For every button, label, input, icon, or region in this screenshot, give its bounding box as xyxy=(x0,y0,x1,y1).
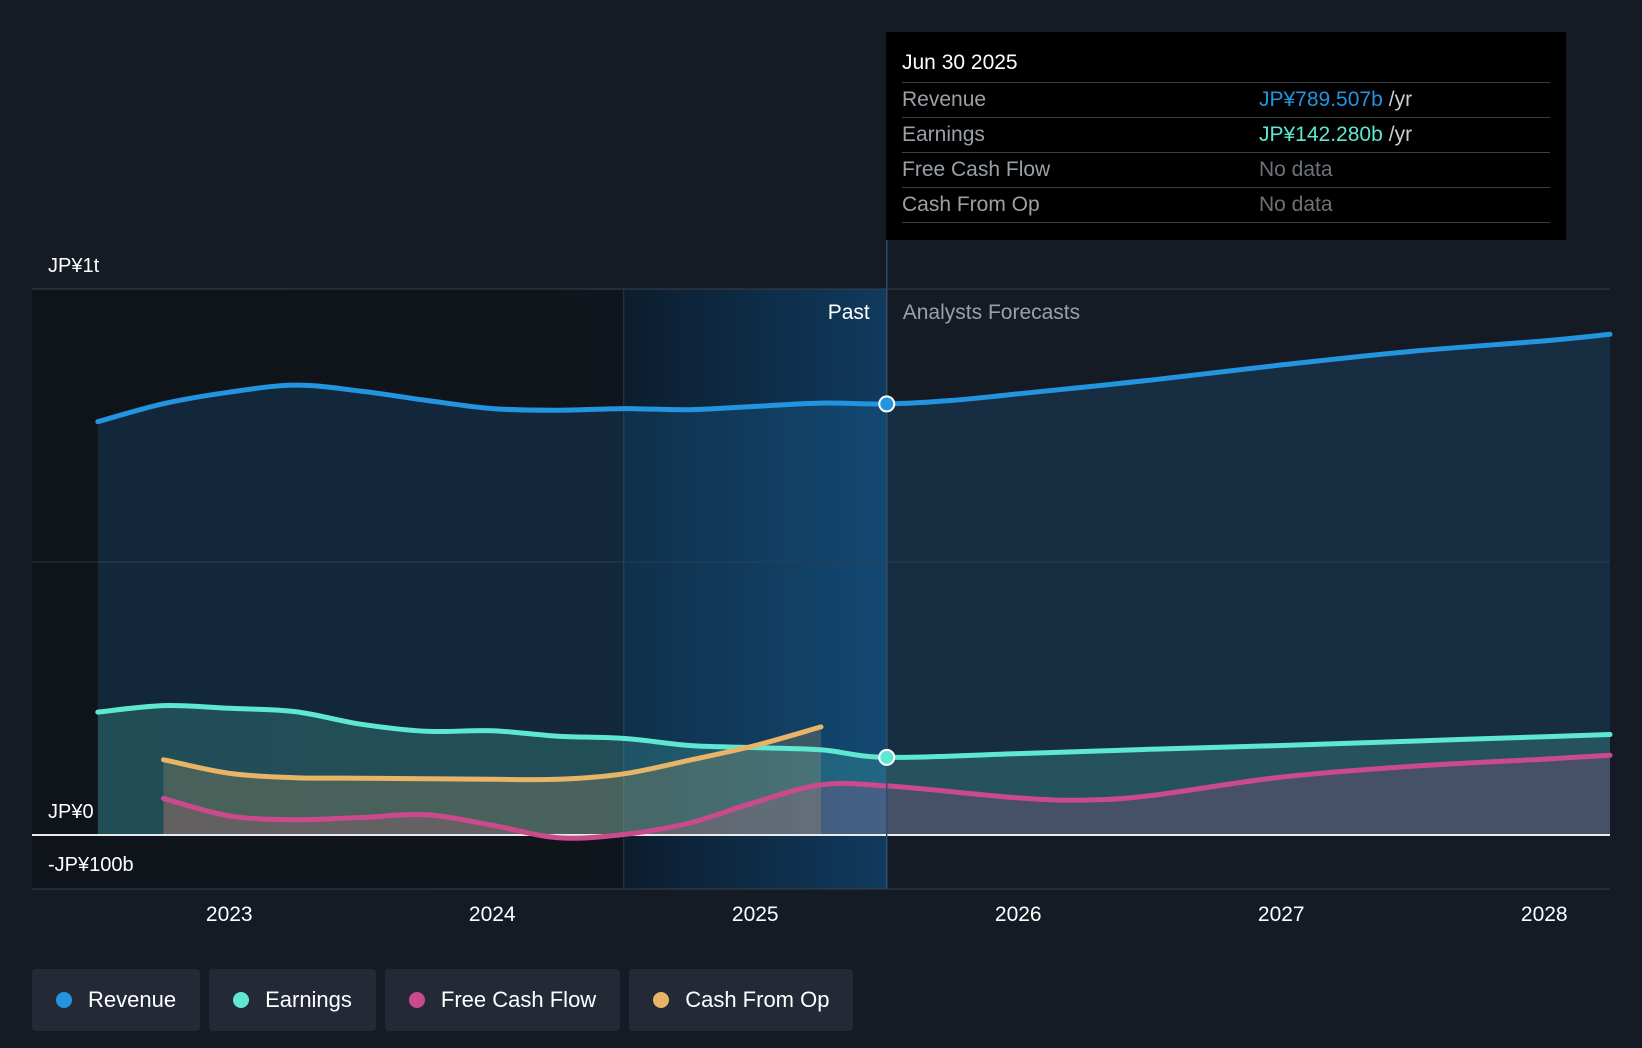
y-axis-label: JP¥0 xyxy=(48,801,94,823)
area-revenue xyxy=(97,334,1610,835)
tooltip-date: Jun 30 2025 xyxy=(902,51,1018,74)
tooltip-row-earnings: Earnings JP¥142.280b /yr xyxy=(902,117,1550,152)
tooltip-row-cash-from-op: Cash From Op No data xyxy=(902,187,1550,223)
highlight-band xyxy=(623,289,887,889)
tooltip-label: Cash From Op xyxy=(902,193,1040,216)
line-free-cash-flow xyxy=(161,752,1613,841)
past-label: Past xyxy=(828,301,870,324)
x-axis-label: 2027 xyxy=(1258,903,1305,926)
tooltip-value-earnings: JP¥142.280b xyxy=(1259,123,1383,146)
tooltip-row-revenue: Revenue JP¥789.507b /yr xyxy=(902,82,1550,117)
tooltip-value-revenue: JP¥789.507b xyxy=(1259,88,1383,111)
financial-chart: JP¥1t JP¥0 -JP¥100b 2023 2024 2025 2026 2027 202… xyxy=(32,238,1613,926)
tooltip: Jun 30 2025 Revenue JP¥789.507b /yr Earn… xyxy=(886,32,1566,240)
tooltip-label: Free Cash Flow xyxy=(902,158,1051,181)
free-cash-flow-dot-icon xyxy=(408,992,425,1008)
legend-label: Earnings xyxy=(265,987,352,1012)
line-earnings xyxy=(95,703,1613,760)
revenue-dot-icon xyxy=(56,992,72,1008)
y-axis-label: -JP¥100b xyxy=(48,854,134,876)
cash-from-op-dot-icon xyxy=(653,992,670,1008)
legend-item-earnings[interactable]: Earnings xyxy=(209,969,376,1031)
x-axis-label: 2025 xyxy=(732,903,779,926)
tooltip-row-free-cash-flow: Free Cash Flow No data xyxy=(902,152,1550,187)
tooltip-unit: /yr xyxy=(1388,88,1413,111)
line-cash-from-op xyxy=(161,724,824,783)
tooltip-value-cash-from-op: No data xyxy=(1259,193,1333,216)
line-revenue xyxy=(95,331,1613,425)
legend-label: Cash From Op xyxy=(685,987,830,1012)
point-earnings xyxy=(878,748,896,766)
legend-item-free-cash-flow[interactable]: Free Cash Flow xyxy=(384,969,621,1031)
legend-label: Free Cash Flow xyxy=(440,987,597,1012)
tooltip-value-free-cash-flow: No data xyxy=(1259,158,1333,181)
tooltip-label: Revenue xyxy=(902,88,987,111)
x-axis-label: 2028 xyxy=(1521,903,1568,926)
tooltip-unit: /yr xyxy=(1388,123,1413,146)
tooltip-label: Earnings xyxy=(902,123,985,146)
earnings-dot-icon xyxy=(233,992,250,1008)
y-axis-label: JP¥1t xyxy=(48,255,100,277)
legend-item-revenue[interactable]: Revenue xyxy=(32,969,201,1031)
forecast-label: Analysts Forecasts xyxy=(903,301,1080,324)
point-revenue xyxy=(878,395,896,413)
legend-label: Revenue xyxy=(88,987,177,1012)
legend: Revenue Earnings Free Cash Flow Cash Fro… xyxy=(32,969,854,1031)
legend-item-cash-from-op[interactable]: Cash From Op xyxy=(629,969,854,1031)
x-axis-label: 2023 xyxy=(206,903,253,926)
area-earnings xyxy=(97,705,1610,835)
x-axis-label: 2026 xyxy=(995,903,1042,926)
x-axis-label: 2024 xyxy=(469,903,516,926)
